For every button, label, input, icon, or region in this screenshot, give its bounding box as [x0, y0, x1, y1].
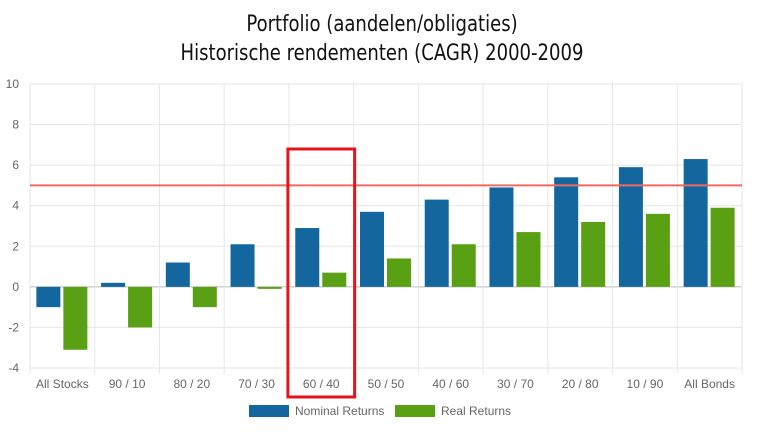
y-tick-label: -4 [8, 361, 19, 375]
highlight-box [286, 147, 357, 399]
bar-real [516, 232, 541, 287]
bar-nominal [554, 177, 579, 287]
bar-real [128, 286, 153, 328]
x-tick-label: 80 / 20 [173, 377, 210, 391]
x-tick-label: 30 / 70 [497, 377, 534, 391]
bar-nominal [683, 159, 708, 287]
bar-real [581, 221, 606, 287]
y-tick-label: 6 [12, 158, 19, 172]
y-tick-label: 0 [12, 280, 19, 294]
x-tick-label: 60 / 40 [303, 377, 340, 391]
y-tick-label: -2 [8, 320, 19, 334]
x-tick-label: 50 / 50 [368, 377, 405, 391]
legend-label: Nominal Returns [295, 404, 384, 418]
bar-nominal [165, 262, 190, 287]
bar-nominal [618, 167, 643, 287]
bar-real [645, 213, 670, 287]
bar-nominal [230, 244, 255, 287]
bar-real [63, 286, 88, 350]
bar-real [451, 244, 476, 287]
legend-swatch [249, 405, 289, 417]
bar-nominal [489, 187, 514, 287]
bar-real [257, 286, 282, 289]
x-tick-label: All Bonds [684, 377, 735, 391]
bar-nominal [295, 228, 320, 287]
bar-nominal [36, 286, 61, 308]
y-tick-label: 10 [6, 77, 20, 91]
bar-real [710, 207, 735, 287]
bar-real [387, 258, 411, 287]
bar-nominal [424, 199, 449, 287]
chart-title: Portfolio (aandelen/obligaties) Historis… [69, 10, 695, 68]
title-line-2: Historische rendementen (CAGR) 2000-2009 [180, 41, 584, 66]
y-tick-label: 4 [12, 199, 19, 213]
x-tick-label: All Stocks [36, 377, 89, 391]
x-tick-label: 20 / 80 [562, 377, 599, 391]
bar-real [322, 272, 347, 287]
y-tick-label: 8 [12, 118, 19, 132]
title-line-1: Portfolio (aandelen/obligaties) [246, 12, 518, 37]
legend-label: Real Returns [441, 404, 511, 418]
x-tick-label: 70 / 30 [238, 377, 275, 391]
x-tick-label: 40 / 60 [432, 377, 469, 391]
x-tick-label: 90 / 10 [109, 377, 146, 391]
legend-swatch [395, 405, 435, 417]
bar-nominal [360, 211, 384, 287]
x-tick-label: 10 / 90 [627, 377, 664, 391]
bar-nominal [101, 282, 126, 287]
y-tick-label: 2 [12, 239, 19, 253]
bar-real [192, 286, 217, 308]
